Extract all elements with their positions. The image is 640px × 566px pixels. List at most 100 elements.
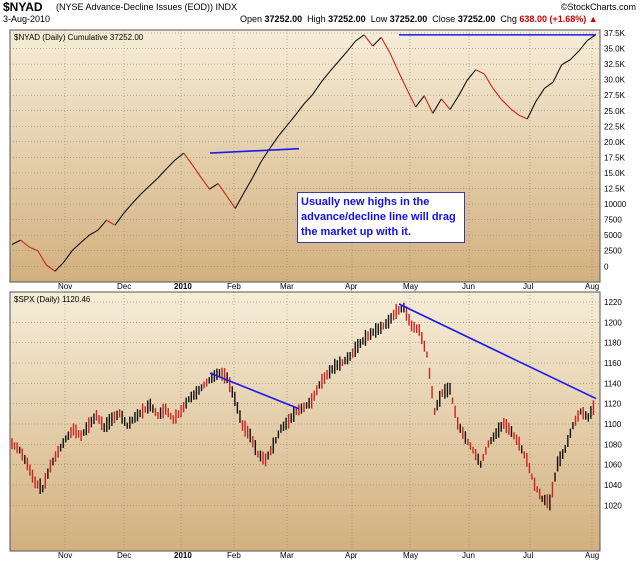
nyad-line-segment (46, 264, 56, 272)
nyad-line-segment (166, 159, 176, 169)
nyad-line-segment (131, 193, 142, 204)
y-tick-label: 20.0K (604, 138, 626, 147)
x-tick-label: Dec (117, 551, 131, 560)
y-tick-label: 25.0K (604, 107, 626, 116)
x-tick-label: 2010 (174, 551, 192, 560)
chg-label: Chg (500, 14, 517, 24)
nyad-line-segment (71, 242, 82, 252)
close-label: Close (432, 14, 456, 24)
y-tick-label: 1040 (604, 481, 622, 490)
x-tick-label: Feb (227, 282, 241, 291)
nyad-line-segment (11, 239, 21, 245)
x-tick-label: May (403, 551, 418, 560)
nyad-line-segment (269, 135, 279, 150)
x-tick-label: Apr (345, 282, 358, 291)
symbol-description: (NYSE Advance-Decline Issues (EOD)) INDX (56, 2, 238, 12)
nyad-line-segment (312, 81, 322, 95)
y-tick-label: 10000 (604, 200, 627, 209)
symbol: $NYAD (3, 0, 43, 14)
nyad-line-segment (63, 250, 73, 263)
nyad-line-segment (492, 88, 502, 100)
x-tick-label: Jun (462, 282, 475, 291)
nyad-line-segment (20, 239, 30, 248)
nyad-line-segment (337, 51, 348, 62)
nyad-line-segment (423, 95, 434, 114)
high-label: High (307, 14, 326, 24)
y-tick-label: 17.5K (604, 153, 626, 162)
y-tick-label: 5000 (604, 231, 622, 240)
y-tick-label: 2500 (604, 247, 622, 256)
nyad-line-segment (234, 192, 245, 209)
x-tick-label: Jun (462, 551, 475, 560)
ohlc-readout: Open 37252.00 High 37252.00 Low 37252.00… (240, 14, 598, 24)
x-tick-label: Aug (585, 551, 599, 560)
open-value: 37252.00 (264, 14, 303, 24)
y-tick-label: 27.5K (604, 91, 626, 100)
nyad-line-segment (200, 176, 210, 190)
nyad-line-segment (183, 152, 193, 166)
y-tick-label: 1160 (604, 359, 622, 368)
nyad-line-segment (140, 185, 150, 195)
nyad-line-segment (320, 71, 331, 83)
nyad-line-segment (578, 40, 588, 52)
y-tick-label: 1080 (604, 440, 622, 449)
panel-background (9, 291, 601, 552)
y-tick-label: 35.0K (604, 45, 626, 54)
nyad-line-segment (286, 114, 296, 127)
y-tick-label: 1220 (604, 298, 622, 307)
high-value: 37252.00 (328, 14, 366, 24)
nyad-line-segment (526, 101, 537, 120)
nyad-line-segment (54, 262, 64, 272)
nyad-line-segment (243, 177, 253, 194)
nyad-line-segment (97, 219, 107, 231)
y-tick-label: 7500 (604, 216, 622, 225)
nyad-line-segment (80, 234, 90, 244)
stockcharts-credit: ©StockCharts.com (560, 2, 636, 12)
nyad-line-segment (37, 250, 47, 266)
nyad-line-segment (106, 219, 116, 226)
nyad-line-segment (363, 34, 374, 47)
y-tick-label: 1060 (604, 461, 622, 470)
nyad-line-segment (346, 40, 356, 53)
x-tick-label: Jul (523, 551, 533, 560)
y-tick-label: 1020 (604, 501, 622, 510)
low-label: Low (370, 14, 388, 24)
y-tick-label: 1200 (604, 318, 622, 327)
nyad-line-segment (149, 177, 159, 187)
nyad-line-segment (483, 73, 494, 89)
x-tick-label: Jul (523, 282, 533, 291)
x-tick-label: Feb (227, 551, 241, 560)
x-tick-label: Nov (58, 551, 72, 560)
open-label: Open (240, 14, 263, 24)
trendline (209, 147, 300, 154)
nyad-line-segment (432, 98, 442, 114)
nyad-line-segment (355, 34, 365, 42)
nyad-line-segment (535, 88, 545, 102)
nyad-line-segment (226, 195, 236, 209)
x-tick-label: May (403, 282, 418, 291)
chart-panels: 37.5K 35.0K 32.5K 30.0K 27.5K 25.0K 22.5K 20.0K… (9, 29, 627, 560)
nyad-line-segment (114, 213, 125, 226)
trendline (209, 372, 300, 410)
nyad-line-segment (303, 94, 313, 105)
nyad-line-segment (569, 50, 580, 61)
nyad-line-segment (518, 114, 528, 120)
nyad-line-segment (251, 161, 262, 179)
nyad-line-segment (397, 71, 408, 90)
nyad-line-segment (415, 95, 425, 108)
nyad-line-segment (89, 229, 99, 236)
nyad-line-segment (209, 183, 219, 190)
nyad-line-segment (440, 98, 451, 110)
nyad-line-segment (458, 80, 468, 97)
nyad-line-segment (475, 69, 485, 75)
y-tick-label: 0 (604, 262, 609, 271)
nyad-line-segment (380, 37, 391, 54)
y-tick-label: 1100 (604, 420, 622, 429)
panel-background (9, 29, 601, 283)
nyad-line-segment (449, 95, 460, 110)
y-tick-label: 15.0K (604, 169, 626, 178)
nyad-line-segment (174, 152, 185, 161)
nyad-line-segment (157, 168, 167, 179)
y-tick-label: 12.5K (604, 185, 626, 194)
nyad-line-segment (372, 36, 382, 47)
